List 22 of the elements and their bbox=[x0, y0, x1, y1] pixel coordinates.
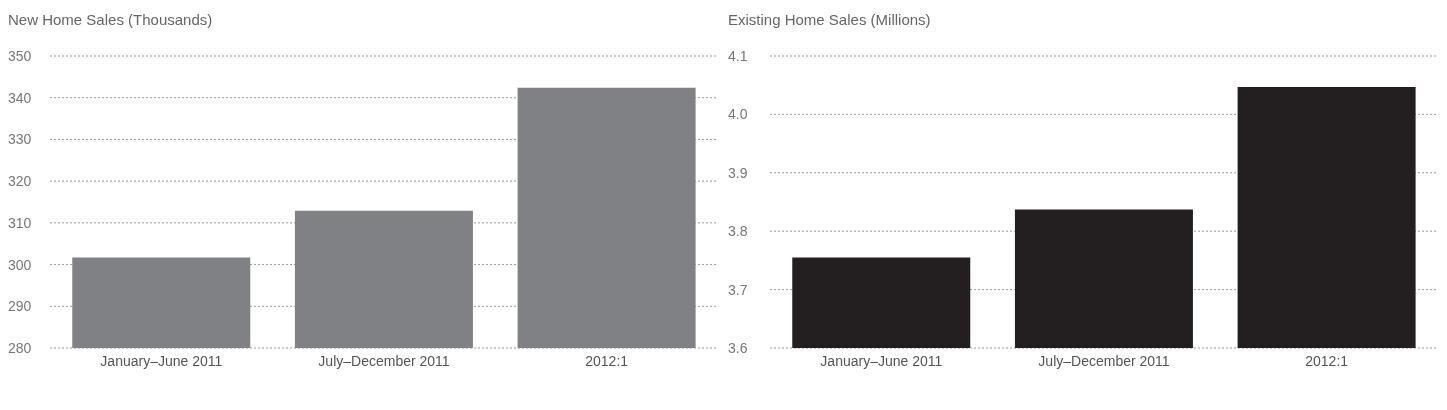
x-tick-label: January–June 2011 bbox=[100, 352, 223, 369]
x-tick-label: 2012:1 bbox=[1305, 352, 1349, 369]
x-tick-label: January–June 2011 bbox=[820, 352, 943, 369]
x-tick-label: July–December 2011 bbox=[1038, 352, 1170, 369]
chart-title: New Home Sales (Thousands) bbox=[8, 10, 214, 30]
y-tick-label: 3.9 bbox=[728, 164, 748, 181]
y-tick-label: 3.8 bbox=[728, 223, 748, 240]
y-tick-label: 3.6 bbox=[728, 339, 748, 356]
y-tick-label: 300 bbox=[8, 256, 32, 273]
y-tick-label: 4.1 bbox=[728, 47, 748, 64]
y-tick-label: 290 bbox=[8, 298, 32, 315]
y-tick-label: 350 bbox=[8, 47, 32, 64]
y-tick-label: 330 bbox=[8, 131, 32, 148]
y-tick-label: 280 bbox=[8, 339, 32, 356]
chart-title: Existing Home Sales (Millions) bbox=[728, 10, 932, 30]
x-tick-label: 2012:1 bbox=[585, 352, 629, 369]
y-tick-label: 320 bbox=[8, 173, 32, 190]
y-tick-label: 4.0 bbox=[728, 106, 748, 123]
y-tick-label: 3.7 bbox=[728, 281, 748, 298]
y-tick-label: 310 bbox=[8, 214, 32, 231]
y-tick-label: 340 bbox=[8, 89, 32, 106]
x-tick-label: July–December 2011 bbox=[318, 352, 450, 369]
